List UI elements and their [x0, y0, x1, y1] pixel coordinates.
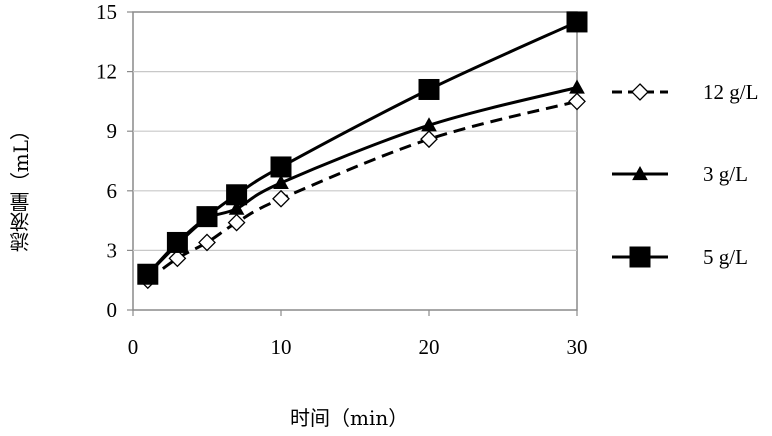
data-point [198, 233, 216, 252]
y-tick-label: 9 [107, 119, 118, 143]
data-point [270, 156, 292, 178]
data-point [569, 79, 585, 94]
y-tick-label: 6 [107, 179, 118, 203]
x-tick-label: 0 [128, 335, 139, 359]
legend-label: 5 g/L [703, 245, 748, 269]
data-point [421, 117, 437, 132]
data-point [420, 130, 438, 149]
legend-marker [632, 165, 648, 181]
data-point [196, 206, 218, 228]
x-tick-label: 20 [419, 335, 440, 359]
data-point [227, 213, 246, 232]
y-tick-label: 15 [96, 0, 117, 24]
y-axis-label: 滤液量（mL） [9, 120, 33, 253]
x-axis-label: 时间（min） [290, 406, 409, 430]
y-tick-label: 12 [96, 60, 117, 84]
data-point [418, 78, 440, 100]
plot-area [132, 11, 578, 311]
data-point [226, 184, 248, 206]
data-point [228, 200, 245, 215]
y-tick-label: 0 [107, 298, 118, 322]
legend-marker [629, 246, 651, 268]
y-tick-label: 3 [107, 238, 118, 262]
data-point [137, 263, 159, 285]
data-point [168, 249, 187, 268]
data-point [166, 231, 188, 253]
x-tick-label: 30 [567, 335, 588, 359]
data-point [568, 92, 586, 111]
legend-label: 12 g/L [703, 80, 758, 104]
data-point [566, 11, 588, 33]
legend-marker [631, 83, 649, 101]
legend-label: 3 g/L [703, 162, 748, 186]
x-tick-label: 10 [271, 335, 292, 359]
data-point [272, 189, 290, 208]
data-point [273, 174, 289, 189]
